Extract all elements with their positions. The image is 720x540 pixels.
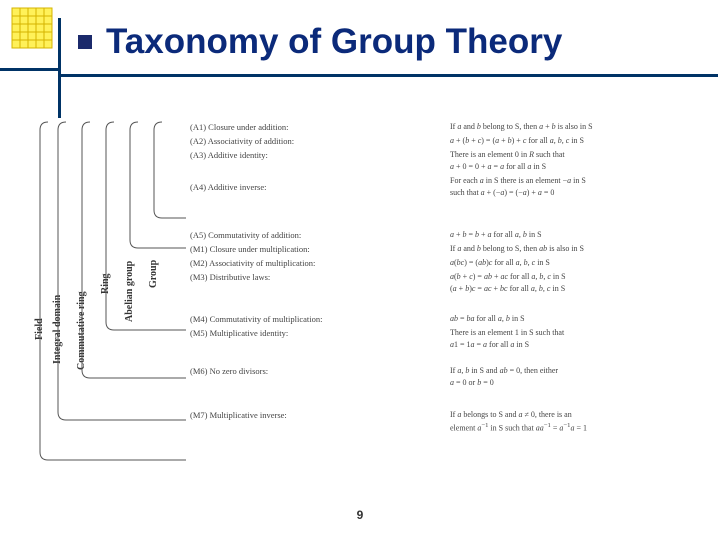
page-number: 9 bbox=[357, 508, 364, 522]
title-rule-left bbox=[0, 68, 60, 71]
axiom-row: (M2) Associativity of multiplication: bbox=[190, 258, 315, 269]
title-rule-vertical bbox=[58, 18, 61, 118]
title-rule-main bbox=[58, 74, 718, 77]
axiom-row: (A2) Associativity of addition: bbox=[190, 136, 294, 147]
description-row: If a and b belong to S, then a + b is al… bbox=[450, 122, 593, 132]
axiom-row: (A3) Additive identity: bbox=[190, 150, 268, 161]
description-row: If a and b belong to S, then ab is also … bbox=[450, 244, 584, 254]
axiom-row: (M5) Multiplicative identity: bbox=[190, 328, 288, 339]
description-row: a(bc) = (ab)c for all a, b, c in S bbox=[450, 258, 550, 268]
description-row: If a, b in S and ab = 0, then either bbox=[450, 366, 558, 376]
axiom-row: (M3) Distributive laws: bbox=[190, 272, 270, 283]
description-row: element a−1 in S such that aa−1 = a−1a =… bbox=[450, 422, 587, 434]
taxonomy-content: FieldIntegral domainCommutative ringRing… bbox=[18, 120, 708, 480]
axiom-row: (M1) Closure under multiplication: bbox=[190, 244, 310, 255]
description-row: a + 0 = 0 + a = a for all a in S bbox=[450, 162, 546, 172]
description-row: such that a + (−a) = (−a) + a = 0 bbox=[450, 188, 554, 198]
axiom-row: (M6) No zero divisors: bbox=[190, 366, 268, 377]
axiom-row: (A1) Closure under addition: bbox=[190, 122, 288, 133]
description-row: If a belongs to S and a ≠ 0, there is an bbox=[450, 410, 572, 420]
description-row: a(b + c) = ab + ac for all a, b, c in S bbox=[450, 272, 566, 282]
description-row: ab = ba for all a, b in S bbox=[450, 314, 525, 324]
axiom-row: (A4) Additive inverse: bbox=[190, 182, 266, 193]
description-row: a + b = b + a for all a, b in S bbox=[450, 230, 542, 240]
axiom-row: (A5) Commutativity of addition: bbox=[190, 230, 301, 241]
slide: Taxonomy of Group Theory FieldIntegral d… bbox=[0, 0, 720, 540]
description-row: For each a in S there is an element −a i… bbox=[450, 176, 586, 186]
slide-title: Taxonomy of Group Theory bbox=[106, 22, 562, 62]
description-row: (a + b)c = ac + bc for all a, b, c in S bbox=[450, 284, 565, 294]
description-row: There is an element 0 in R such that bbox=[450, 150, 565, 160]
description-row: a + (b + c) = (a + b) + c for all a, b, … bbox=[450, 136, 584, 146]
slide-title-row: Taxonomy of Group Theory bbox=[78, 22, 562, 62]
description-row: a = 0 or b = 0 bbox=[450, 378, 494, 388]
axiom-row: (M7) Multiplicative inverse: bbox=[190, 410, 287, 421]
axiom-row: (M4) Commutativity of multiplication: bbox=[190, 314, 322, 325]
title-bullet-icon bbox=[78, 35, 92, 49]
description-row: There is an element 1 in S such that bbox=[450, 328, 564, 338]
description-row: a1 = 1a = a for all a in S bbox=[450, 340, 529, 350]
